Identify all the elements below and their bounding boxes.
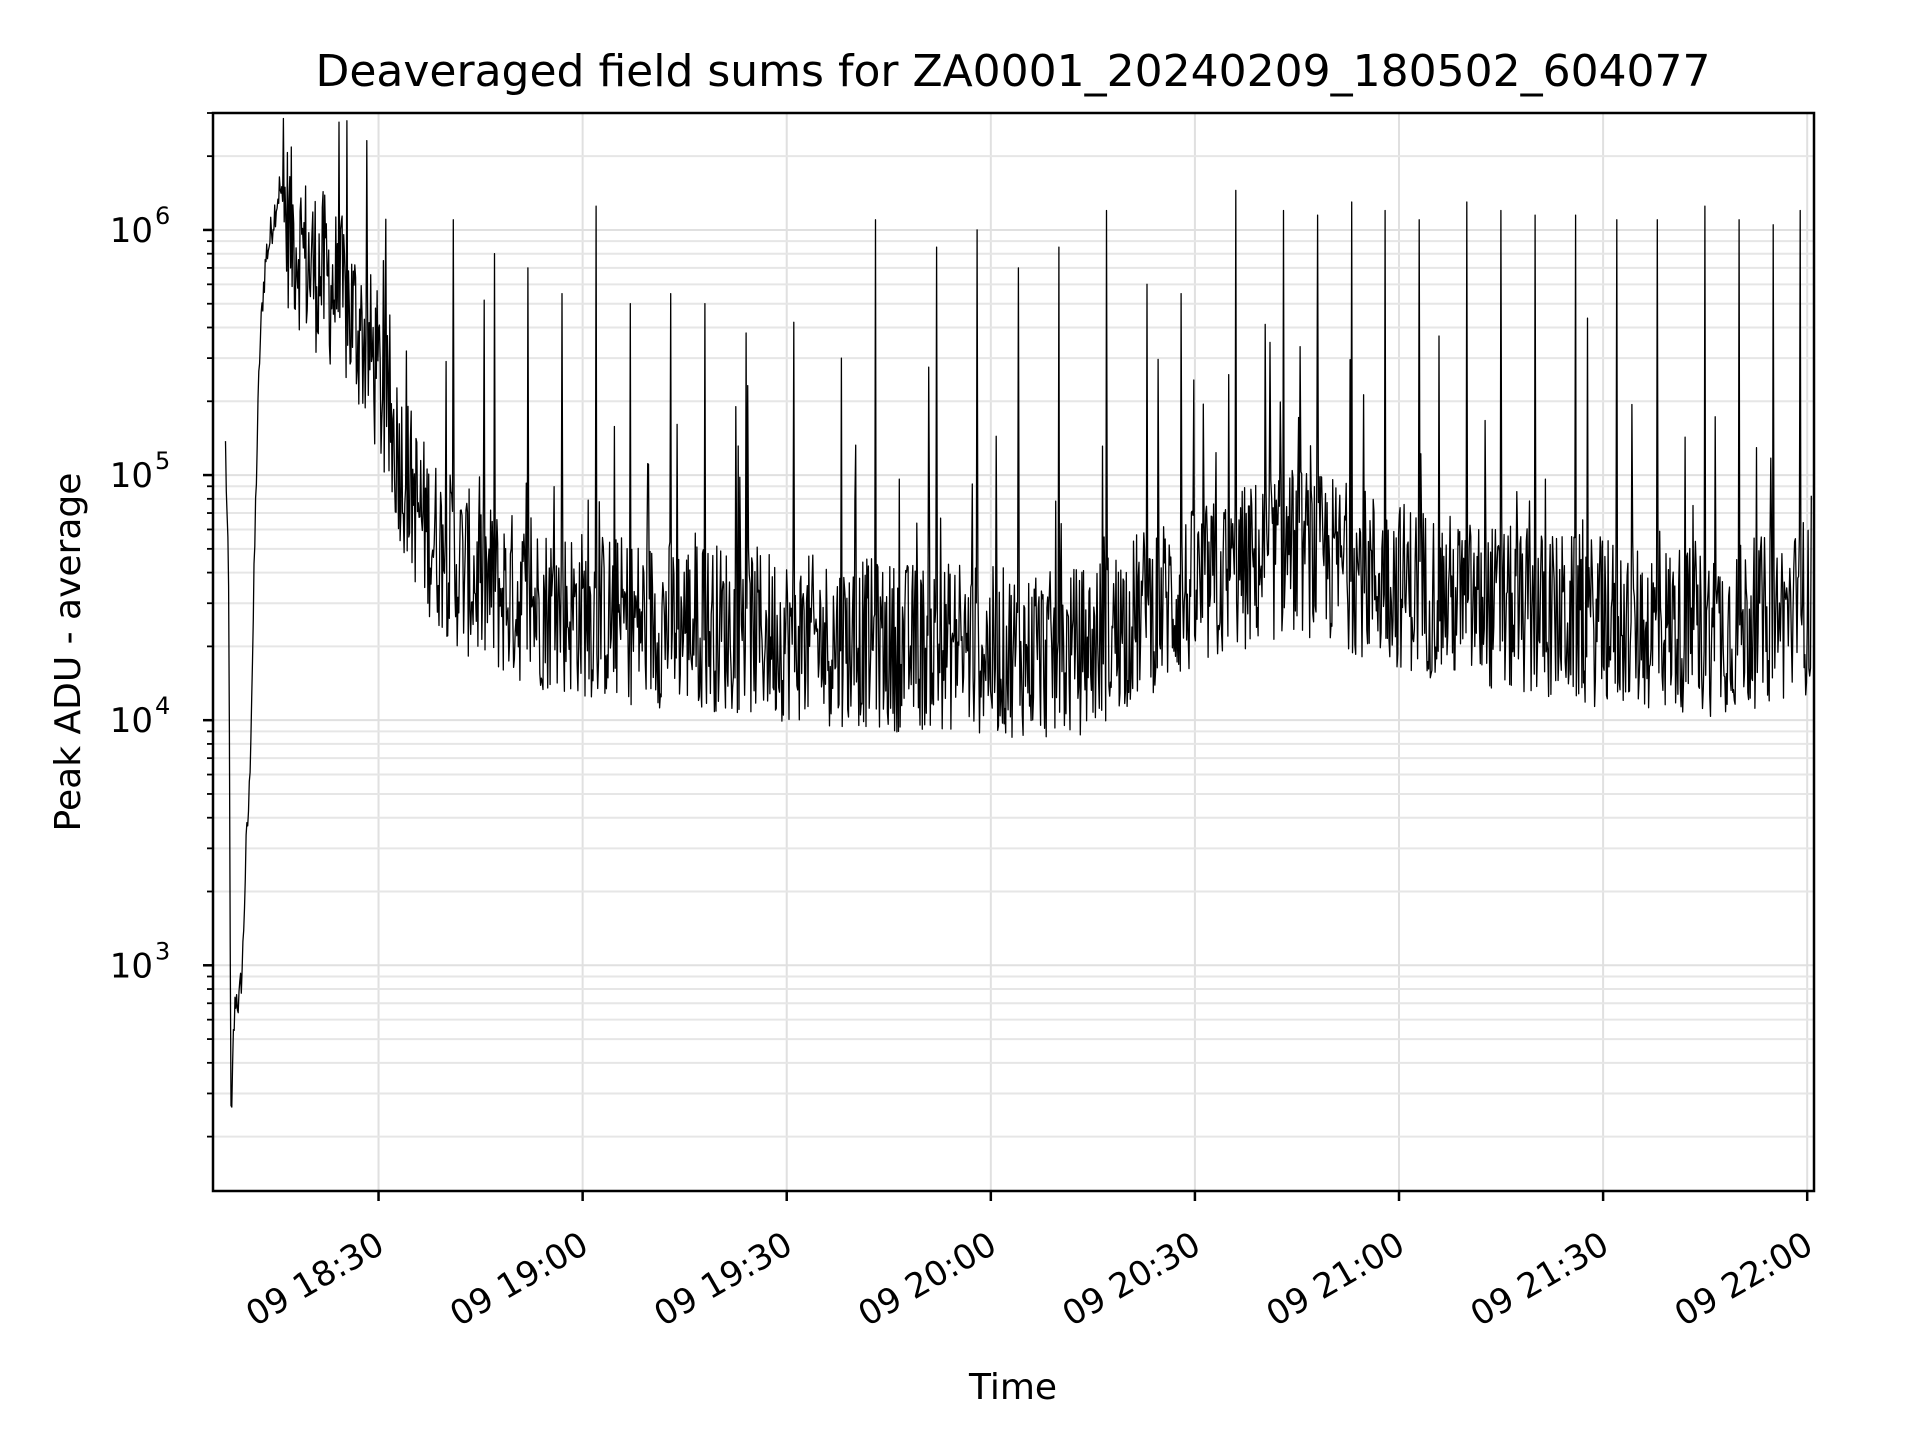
x-axis-label: Time	[968, 1367, 1057, 1408]
y-tick-label: 10	[110, 211, 153, 251]
y-tick-label: 10	[110, 946, 153, 986]
series-line	[224, 117, 1812, 1108]
chart-title: Deaveraged field sums for ZA0001_2024020…	[315, 46, 1710, 97]
y-tick-label: 10	[110, 456, 153, 496]
y-tick-label-exponent: 6	[155, 202, 170, 230]
y-tick-label-exponent: 5	[155, 447, 170, 475]
x-tick-label: 09 19:00	[443, 1224, 595, 1335]
x-tick-label: 09 18:30	[239, 1224, 391, 1335]
x-tick-label: 09 19:30	[648, 1224, 800, 1335]
x-tick-label: 09 21:00	[1260, 1224, 1412, 1335]
plot-area-frame	[211, 111, 1816, 1193]
x-tick-label: 09 20:00	[852, 1224, 1004, 1335]
plot-layer	[224, 117, 1812, 1108]
x-tick-label: 09 22:00	[1668, 1224, 1820, 1335]
x-tick-label: 09 21:30	[1464, 1224, 1616, 1335]
y-tick-label-exponent: 3	[155, 937, 170, 965]
y-tick-label: 10	[110, 701, 153, 741]
y-axis-label: Peak ADU - average	[48, 473, 89, 832]
y-tick-label-exponent: 4	[155, 692, 170, 720]
grid-layer	[213, 112, 1814, 1191]
x-tick-label: 09 20:30	[1056, 1224, 1208, 1335]
